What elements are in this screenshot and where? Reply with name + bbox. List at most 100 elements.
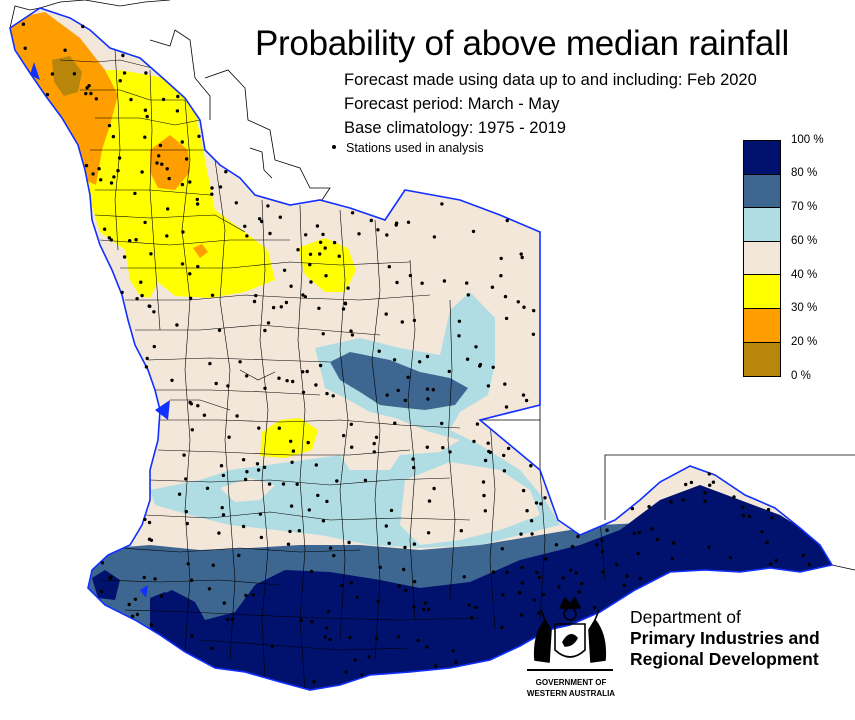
station-dot (520, 565, 524, 570)
station-dot (711, 480, 716, 484)
station-dot (504, 316, 509, 321)
legend-label-30: 30 % (791, 302, 818, 314)
station-dot (418, 360, 422, 364)
station-dot (451, 649, 455, 653)
station-dot (116, 169, 120, 173)
station-dot (357, 232, 361, 236)
station-dot (109, 238, 114, 242)
station-dot (286, 542, 291, 546)
station-dot (321, 232, 325, 237)
station-dot (349, 329, 353, 333)
station-dot (282, 268, 287, 272)
station-dot (411, 457, 415, 461)
station-dot (630, 506, 635, 511)
station-dot (728, 555, 733, 560)
station-dot (681, 498, 685, 502)
station-dot (519, 252, 523, 256)
zone-30-inland (150, 135, 190, 190)
station-dot (220, 506, 224, 510)
station-dot (324, 626, 329, 630)
station-dot (412, 465, 416, 470)
station-dot (396, 388, 400, 393)
station-dot (245, 234, 249, 238)
station-dot (185, 521, 189, 526)
station-dot (149, 252, 153, 256)
station-dot (672, 541, 676, 545)
legend-swatch-40-30 (744, 275, 780, 309)
station-dot (655, 537, 660, 542)
station-dot (135, 297, 139, 301)
station-dot (222, 601, 226, 605)
station-dot (176, 94, 180, 99)
station-dot (483, 509, 487, 513)
station-dot (304, 233, 308, 237)
station-dot (337, 254, 341, 258)
station-dot (243, 477, 248, 482)
station-dot (284, 300, 289, 305)
station-dot (425, 354, 430, 359)
station-dot (600, 538, 604, 542)
station-dot (270, 644, 274, 648)
station-dot (207, 587, 212, 591)
station-dot (133, 191, 137, 196)
station-dot (570, 544, 575, 549)
station-dot (251, 593, 255, 597)
station-dot (457, 319, 462, 323)
station-dot (647, 505, 651, 509)
station-dot (267, 482, 272, 486)
zone-100-west (92, 570, 120, 600)
station-dot (202, 413, 207, 417)
station-dot (807, 562, 811, 567)
station-dot (140, 293, 144, 298)
station-dot (385, 233, 389, 237)
zone-60-patch-2 (220, 478, 275, 502)
station-dot (217, 328, 222, 332)
station-dot (152, 344, 156, 349)
station-dot (321, 332, 325, 336)
station-dot (303, 295, 308, 299)
station-dot (632, 531, 637, 536)
dept-name-line2: Primary Industries and (630, 628, 820, 648)
station-dot (285, 379, 289, 383)
station-dot (241, 458, 246, 462)
station-dot (224, 170, 228, 174)
station-dot (448, 450, 452, 454)
station-dot (197, 134, 201, 138)
station-dot (343, 302, 348, 306)
zone-80-east (330, 352, 468, 410)
station-dot (353, 658, 357, 662)
station-dot (378, 565, 382, 570)
station-dot (190, 634, 194, 638)
station-dot (505, 218, 509, 223)
station-dot (255, 462, 260, 466)
station-dot (466, 293, 470, 297)
station-dot (475, 422, 480, 426)
station-dot (257, 217, 262, 221)
station-dot (521, 488, 526, 493)
station-dot (422, 607, 426, 612)
station-dot (519, 532, 523, 536)
forecast-period-text: Forecast period: March - May (344, 95, 560, 113)
station-dot (397, 584, 401, 588)
station-dot (605, 528, 609, 532)
station-dot (97, 167, 101, 171)
station-dot (520, 581, 524, 585)
station-dot (636, 551, 640, 556)
station-dot (291, 379, 295, 384)
station-dot (377, 349, 381, 353)
station-dot (470, 616, 474, 620)
station-dot (474, 605, 478, 610)
station-dot (309, 280, 313, 284)
station-dot (291, 449, 296, 453)
station-dot (218, 185, 223, 189)
station-dot (325, 499, 329, 504)
station-dot (190, 428, 194, 432)
station-dot (129, 97, 133, 102)
station-dot (100, 561, 105, 565)
station-dot (328, 637, 332, 642)
station-dot (301, 370, 305, 374)
dept-name-line1: Department of (630, 607, 741, 627)
coat-of-arms-icon (527, 596, 613, 671)
station-dot (315, 224, 320, 228)
station-dot (637, 530, 642, 535)
